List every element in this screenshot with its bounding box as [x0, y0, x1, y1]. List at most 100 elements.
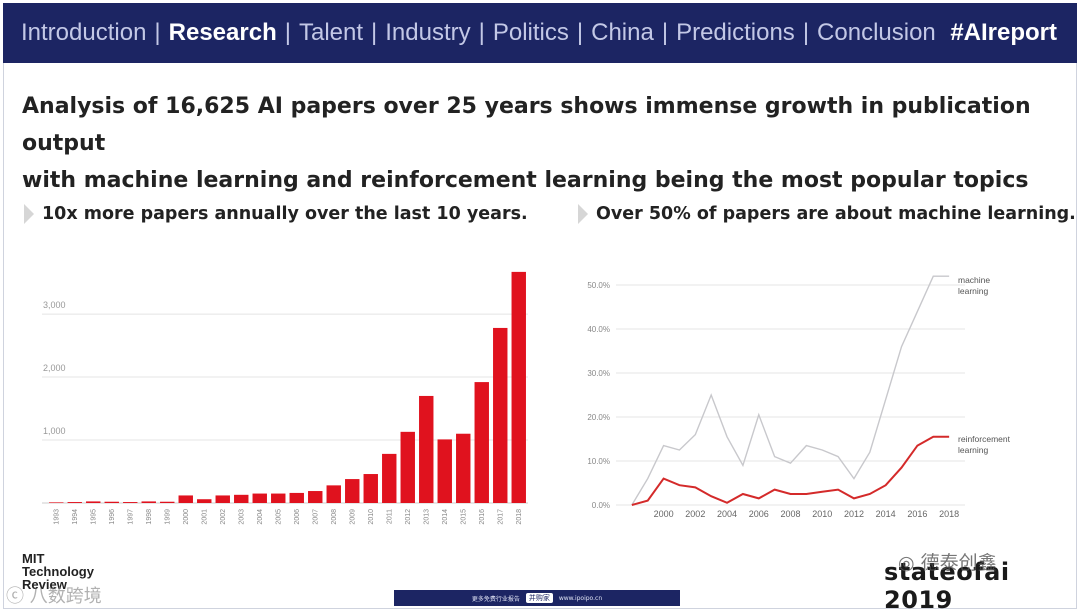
nav-item-talent[interactable]: Talent	[298, 19, 364, 46]
line-series-label: learning	[958, 286, 989, 296]
top-navigation-bar: Introduction | Research | Talent | Industry | Po…	[3, 3, 1077, 63]
nav-item-conclusion[interactable]: Conclusion	[817, 19, 936, 46]
bar-2003	[234, 494, 249, 503]
bar-1996	[104, 501, 119, 503]
footer-pill: 并购家	[525, 593, 553, 603]
hashtag-label: #AIreport	[950, 19, 1057, 46]
nav-separator: |	[284, 19, 291, 46]
line-x-tick-label: 2016	[907, 509, 927, 519]
watermark-icon: ⓒ	[6, 586, 30, 607]
bar-2013	[419, 395, 434, 503]
line-x-tick-label: 2006	[749, 509, 769, 519]
nav-separator: |	[661, 19, 669, 46]
bar-x-tick-label: 2009	[350, 509, 357, 525]
bar-y-tick-label: 3,000	[43, 300, 66, 310]
line-series-label: reinforcement	[958, 434, 1011, 444]
line-series-machine-learning	[631, 275, 950, 506]
nav-item-politics[interactable]: Politics	[492, 19, 569, 46]
line-x-tick-label: 2014	[876, 509, 896, 519]
stateofai-logo: stateofai 2019	[884, 558, 1010, 614]
nav-separator: |	[802, 19, 810, 46]
bar-2018	[511, 271, 526, 503]
bar-x-tick-label: 2001	[202, 509, 209, 525]
triangle-bullet-icon	[578, 204, 588, 224]
line-series-label: learning	[958, 445, 989, 455]
bar-x-tick-label: 2008	[331, 509, 338, 525]
line-series-label: machine	[958, 275, 990, 285]
line-series-reinforcement-learning	[631, 435, 950, 506]
bar-x-tick-label: 2003	[239, 509, 246, 525]
bar-x-tick-label: 2015	[461, 509, 468, 525]
headline-line-2: with machine learning and reinforcement …	[22, 168, 1029, 193]
line-y-tick-label: 40.0%	[587, 325, 610, 334]
nav-separator: |	[154, 19, 161, 46]
bar-2005	[271, 493, 286, 503]
left-subtitle-text: 10x more papers annually over the last 1…	[42, 204, 528, 224]
bar-2016	[474, 382, 489, 503]
bar-2017	[493, 327, 508, 503]
right-subtitle-text: Over 50% of papers are about machine lea…	[596, 204, 1076, 224]
bar-x-tick-label: 1997	[128, 509, 135, 525]
bar-x-tick-label: 2011	[387, 509, 394, 524]
bar-x-tick-label: 2007	[313, 509, 320, 525]
nav-item-introduction[interactable]: Introduction	[21, 19, 147, 46]
line-x-tick-label: 2018	[939, 509, 959, 519]
left-subtitle: 10x more papers annually over the last 1…	[24, 204, 528, 224]
bar-2009	[345, 479, 360, 503]
bar-x-tick-label: 2010	[368, 509, 375, 525]
bar-x-tick-label: 2017	[498, 509, 505, 525]
bar-x-tick-label: 1998	[146, 509, 153, 525]
wechat-icon: ◎	[898, 552, 921, 574]
bar-x-tick-label: 2013	[424, 509, 431, 525]
bar-2015	[456, 433, 471, 503]
line-x-tick-label: 2000	[654, 509, 674, 519]
bar-x-tick-label: 2006	[294, 509, 301, 525]
bar-2001	[197, 499, 212, 503]
nav-separator: |	[576, 19, 584, 46]
nav-separator: |	[371, 19, 378, 46]
bar-x-tick-label: 1995	[91, 509, 98, 525]
bar-x-tick-label: 2014	[442, 509, 449, 525]
bar-1998	[141, 501, 156, 503]
bar-2000	[178, 495, 193, 503]
nav-item-research[interactable]: Research	[168, 19, 277, 46]
bar-x-tick-label: 2004	[257, 509, 264, 525]
bar-2002	[215, 495, 230, 503]
footer-banner: 更多免费行业报告 并购家 www.ipoipo.cn	[394, 590, 680, 606]
line-x-tick-label: 2010	[812, 509, 832, 519]
bar-x-tick-label: 1993	[54, 509, 61, 525]
bar-1997	[123, 502, 138, 503]
bar-2004	[252, 493, 267, 503]
nav-separator: |	[478, 19, 485, 46]
bar-1995	[86, 501, 101, 503]
nav-item-china[interactable]: China	[591, 19, 654, 46]
nav-item-industry[interactable]: Industry	[385, 19, 471, 46]
mit-technology-review-logo: MIT Technology Review	[22, 551, 94, 592]
headline-line-1: Analysis of 16,625 AI papers over 25 yea…	[22, 94, 1031, 156]
bar-x-tick-label: 2016	[479, 509, 486, 525]
triangle-bullet-icon	[24, 204, 34, 224]
line-x-tick-label: 2004	[717, 509, 737, 519]
wechat-watermark: ◎ 德泰创鑫	[898, 552, 997, 574]
nav-items: Introduction | Research | Talent | Industry | Po…	[21, 19, 936, 47]
left-watermark: ⓒ 八数跨境	[6, 586, 102, 607]
headline: Analysis of 16,625 AI papers over 25 yea…	[22, 88, 1062, 199]
bar-x-tick-label: 2002	[220, 509, 227, 525]
line-x-tick-label: 2008	[780, 509, 800, 519]
bar-x-tick-label: 2005	[276, 509, 283, 525]
bar-1999	[160, 501, 175, 503]
nav-item-predictions[interactable]: Predictions	[676, 19, 795, 46]
line-y-tick-label: 0.0%	[592, 501, 610, 510]
line-x-tick-label: 2012	[844, 509, 864, 519]
line-x-tick-label: 2002	[685, 509, 705, 519]
line-y-tick-label: 10.0%	[587, 457, 610, 466]
bar-x-tick-label: 2000	[183, 509, 190, 525]
bar-x-tick-label: 1999	[165, 509, 172, 525]
bar-2008	[326, 485, 341, 503]
bar-x-tick-label: 2018	[516, 509, 523, 525]
bar-y-tick-label: 1,000	[43, 426, 66, 436]
bar-y-tick-label: 2,000	[43, 363, 66, 373]
bar-x-tick-label: 2012	[405, 509, 412, 525]
footer-text-right: www.ipoipo.cn	[558, 594, 603, 602]
